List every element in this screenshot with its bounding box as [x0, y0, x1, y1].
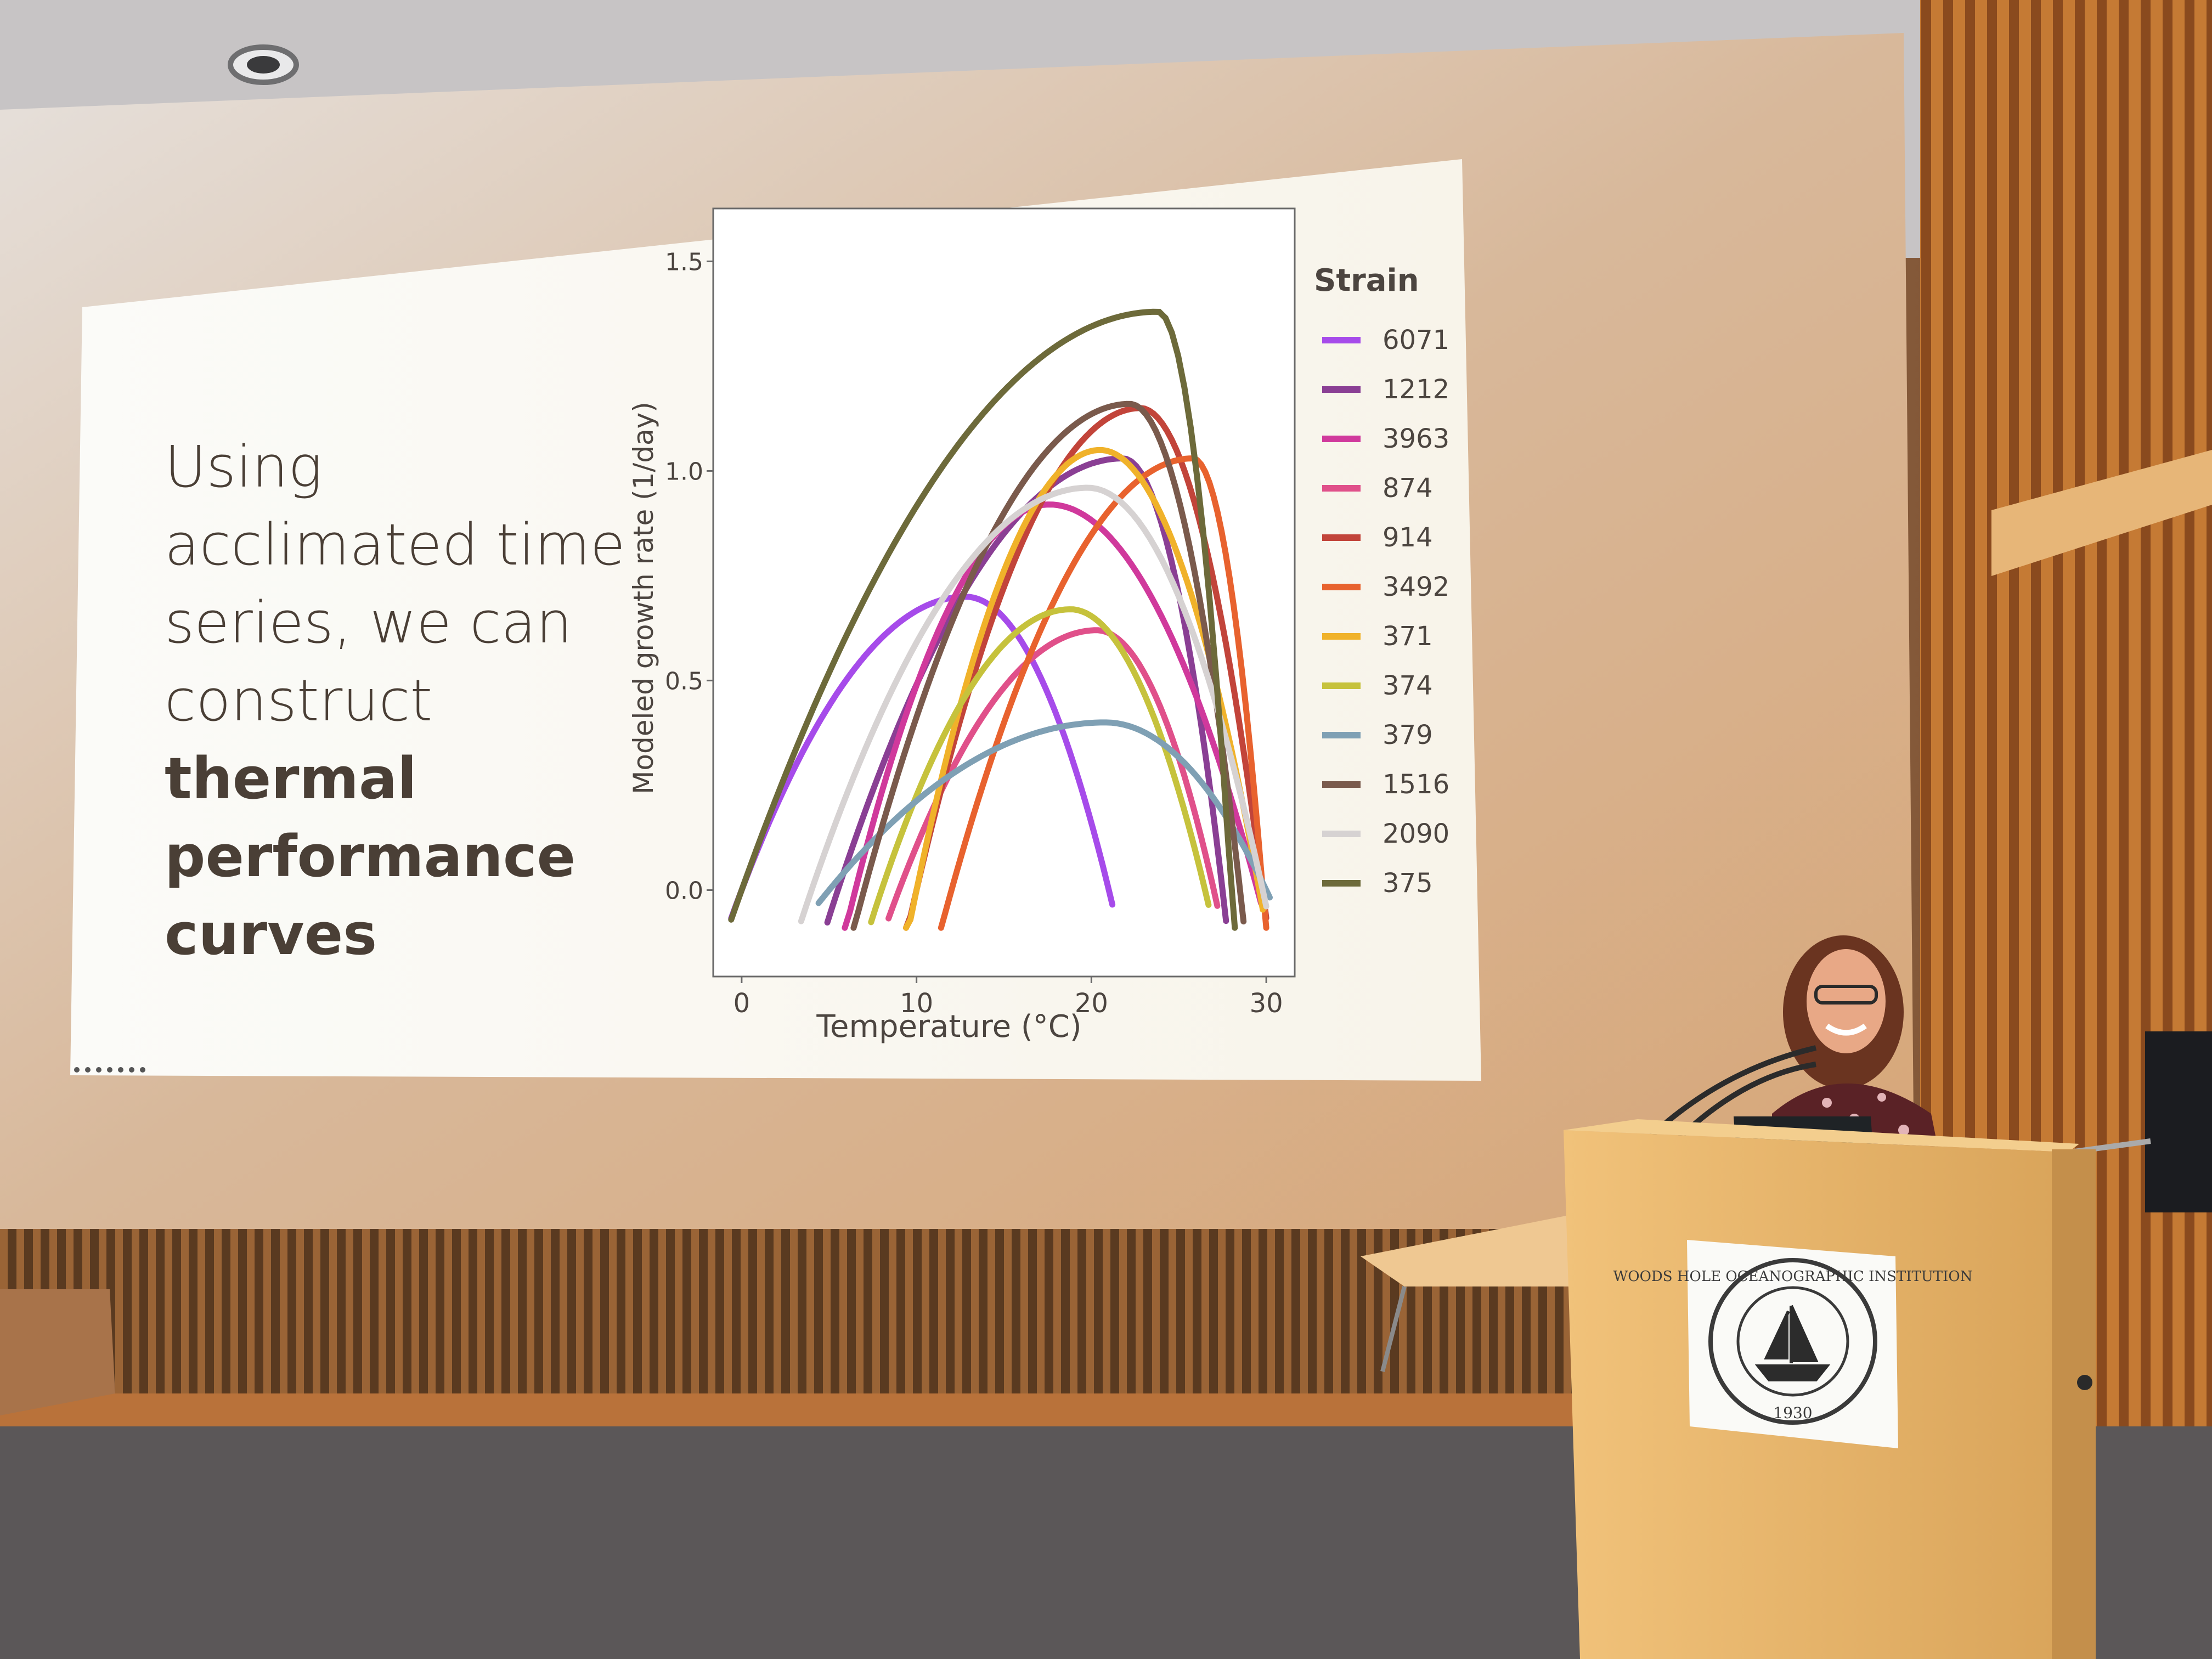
y-axis-label: Modeled growth rate (1/day): [628, 402, 659, 794]
thermal-performance-chart: 0 10 20 30 0.0 0.5 1.0 1.5 6071 1212 3963 874 914 34…: [628, 207, 1449, 1045]
seal-text: WOODS HOLE OCEANOGRAPHIC INSTITUTION: [1613, 1268, 1973, 1285]
slide-heading: Using acclimated time series, we can con…: [165, 428, 625, 973]
legend-label: 3963: [1383, 424, 1449, 454]
ship-icon: [1754, 1305, 1831, 1381]
slide-bold-2: performance: [165, 823, 576, 890]
series-line-6071: [728, 594, 1116, 922]
y-tick-label: 1.0: [665, 458, 703, 486]
seal-year: 1930: [1773, 1404, 1812, 1422]
x-tick-label: 10: [900, 988, 933, 1019]
slide-toolbar: [74, 1067, 145, 1073]
legend-label: 375: [1383, 868, 1433, 899]
slide-bold-3: curves: [165, 901, 377, 968]
legend-label: 6071: [1383, 325, 1449, 356]
wood-beam: [1991, 450, 2212, 576]
series-line-379: [815, 719, 1273, 906]
x-tick-label: 30: [1250, 988, 1283, 1019]
x-tick-label: 20: [1075, 988, 1108, 1019]
legend-label: 914: [1383, 522, 1433, 553]
legend-label: 874: [1383, 473, 1433, 504]
legend-label: 3492: [1383, 572, 1449, 602]
microphone-icon: [1649, 1045, 1817, 1138]
slide-line-4: construct: [165, 667, 433, 734]
slide-line-1: Using: [165, 433, 323, 500]
legend-label: 371: [1383, 621, 1433, 652]
legend-label: 374: [1383, 670, 1433, 701]
x-tick-label: 0: [733, 988, 751, 1019]
x-axis-label: Temperature (°C): [816, 1009, 1081, 1045]
series-line-2090: [798, 484, 1269, 924]
glasses-icon: [1814, 985, 1878, 1005]
series-line-375: [728, 308, 1238, 931]
slide-line-2: acclimated time: [165, 511, 625, 578]
side-table: [1361, 1215, 1569, 1286]
slide-bold-1: thermal: [165, 745, 417, 812]
legend-label: 1212: [1383, 374, 1449, 405]
y-tick-label: 0.5: [665, 667, 703, 695]
series-line-1516: [850, 400, 1247, 931]
institution-seal: WOODS HOLE OCEANOGRAPHIC INSTITUTION 193…: [1613, 1240, 1973, 1448]
legend-title: Strain: [1314, 263, 1419, 298]
knob-icon: [2077, 1375, 2092, 1390]
y-tick-label: 1.5: [665, 248, 703, 276]
series-line-3963: [842, 501, 1265, 931]
legend-label: 2090: [1383, 819, 1449, 849]
slide-line-3: series, we can: [165, 589, 573, 656]
legend-label: 1516: [1383, 769, 1449, 800]
series-line-374: [868, 606, 1212, 926]
y-tick-label: 0.0: [665, 877, 703, 905]
monitor-icon: [2145, 1031, 2212, 1212]
legend-label: 379: [1383, 720, 1433, 751]
stage-step: [0, 1289, 115, 1415]
